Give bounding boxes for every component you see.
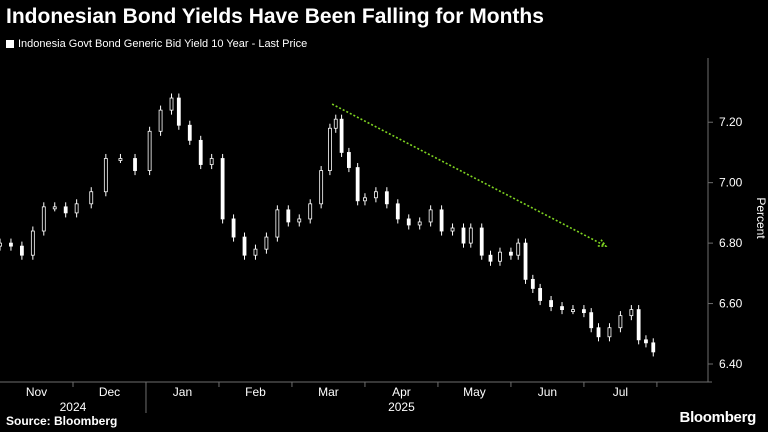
candle-body <box>0 242 2 247</box>
candle-body <box>220 158 225 220</box>
candle-body <box>297 218 302 223</box>
candle-body <box>439 209 444 232</box>
candle-body <box>571 309 575 313</box>
y-tick-label: 6.40 <box>719 357 743 371</box>
candle-body <box>618 315 623 329</box>
candle-body <box>417 221 422 226</box>
tick-label-layer: 7.20 7.00 6.80 6.60 6.40 Percent Nov Dec Jan Feb M… <box>26 115 768 414</box>
candle-body <box>468 227 473 244</box>
candle-body <box>74 203 79 214</box>
candle-body <box>19 245 24 256</box>
candle-body <box>41 206 46 232</box>
candle-body <box>63 206 68 214</box>
x-tick-label: Feb <box>245 385 266 399</box>
candle-body <box>428 209 433 223</box>
trend-arrow-line <box>331 103 607 247</box>
axis-layer <box>0 58 713 413</box>
candle-body <box>516 242 521 256</box>
candle-body <box>373 191 378 199</box>
candle-body <box>406 218 411 226</box>
legend-label: Indonesia Govt Bond Generic Bid Yield 10… <box>18 38 308 50</box>
candle-body <box>333 118 338 129</box>
candle-body <box>198 139 203 165</box>
year-label: 2024 <box>60 400 87 414</box>
candle-body <box>384 191 389 205</box>
candle-body <box>355 167 360 202</box>
candle-body <box>231 218 236 238</box>
candle-body <box>509 251 513 256</box>
x-tick-label: Dec <box>99 385 120 399</box>
x-tick-label: Nov <box>26 385 47 399</box>
candle-body <box>582 309 586 314</box>
candle-body <box>328 127 332 171</box>
candle-body <box>133 158 137 171</box>
candle-body <box>363 197 367 202</box>
candle-body <box>607 327 612 338</box>
candle-body <box>488 254 493 262</box>
candle-body <box>461 227 466 244</box>
candle-body <box>264 236 269 250</box>
candle-body <box>286 209 291 223</box>
bloomberg-logo: Bloomberg <box>679 409 757 426</box>
candle-body <box>187 124 192 141</box>
candle-body <box>308 203 313 220</box>
trend-arrow-head <box>597 239 608 247</box>
candle-body <box>636 309 641 341</box>
trend-arrow-layer <box>331 103 608 247</box>
candle-body <box>560 306 564 311</box>
candle-body <box>538 288 543 301</box>
chart-title: Indonesian Bond Yields Have Been Falling… <box>6 5 544 28</box>
legend-swatch <box>6 40 14 48</box>
candle-body <box>176 97 181 126</box>
candle-body <box>118 158 123 161</box>
candle-body <box>89 191 94 205</box>
candle-body <box>52 206 57 210</box>
x-tick-label: Apr <box>392 385 411 399</box>
candle-body <box>147 130 152 171</box>
year-label: 2025 <box>388 400 415 414</box>
y-tick-label: 7.20 <box>719 115 743 129</box>
candle-body <box>242 236 247 256</box>
candle-body <box>9 242 13 247</box>
candle-body <box>450 227 455 232</box>
candle-body <box>523 242 528 280</box>
candle-body <box>209 158 214 165</box>
candle-body <box>30 230 35 256</box>
candle-body <box>479 227 484 256</box>
x-tick-label: May <box>463 385 486 399</box>
candle-body <box>644 339 648 344</box>
x-tick-label: Jun <box>538 385 557 399</box>
x-tick-label: Jul <box>613 385 628 399</box>
x-tick-label: Mar <box>318 385 339 399</box>
series-layer <box>0 93 656 357</box>
candle-body <box>549 300 553 307</box>
candle-body <box>253 248 258 256</box>
candle-body <box>169 97 174 111</box>
candle-body <box>651 342 656 353</box>
candle-body <box>346 152 351 168</box>
candle-body <box>103 158 108 193</box>
candle-body <box>589 312 594 329</box>
y-axis-label: Percent <box>754 197 768 239</box>
y-tick-label: 6.80 <box>719 236 743 250</box>
y-tick-label: 7.00 <box>719 176 743 190</box>
candle-body <box>339 118 344 153</box>
x-tick-label: Jan <box>173 385 192 399</box>
source-note: Source: Bloomberg <box>6 414 118 428</box>
candle-body <box>596 327 601 338</box>
candle-body <box>275 209 280 238</box>
candle-body <box>395 203 400 220</box>
candle-body <box>530 278 535 289</box>
legend: Indonesia Govt Bond Generic Bid Yield 10… <box>6 38 307 50</box>
candle-body <box>498 251 502 262</box>
y-tick-label: 6.60 <box>719 297 743 311</box>
candle-body <box>629 309 634 317</box>
candle-body <box>158 109 163 132</box>
candle-body <box>319 170 324 205</box>
